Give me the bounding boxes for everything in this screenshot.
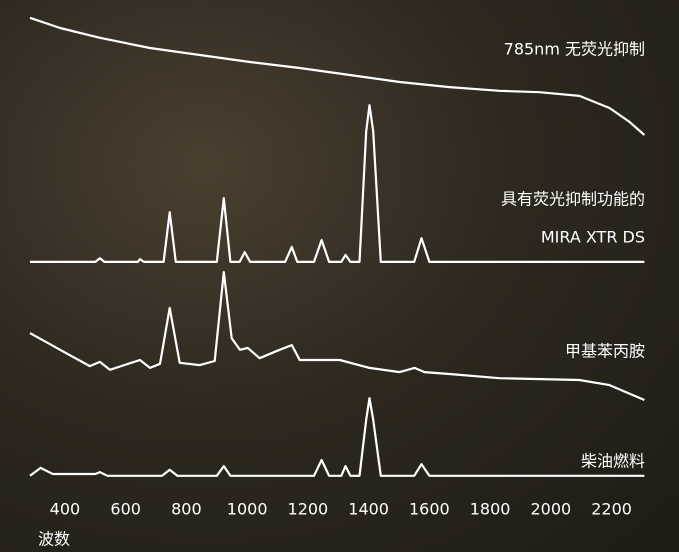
- series-label: 甲基苯丙胺: [565, 342, 645, 361]
- x-tick-label: 400: [50, 500, 81, 519]
- series-label: 785nm 无荧光抑制: [504, 40, 645, 59]
- x-tick-label: 600: [110, 500, 141, 519]
- x-tick-label: 2200: [591, 500, 632, 519]
- series-label: 柴油燃料: [581, 452, 645, 471]
- x-tick-label: 2000: [530, 500, 571, 519]
- x-tick-label: 1000: [227, 500, 268, 519]
- series-line: [29, 271, 645, 402]
- x-tick-label: 800: [171, 500, 202, 519]
- series-line: [29, 16, 646, 136]
- series-line: [29, 397, 645, 477]
- x-tick-label: 1400: [348, 500, 389, 519]
- x-tick-label: 1800: [470, 500, 511, 519]
- x-tick-label: 1200: [288, 500, 329, 519]
- series-line: [30, 104, 645, 263]
- series-label: 具有荧光抑制功能的: [501, 190, 645, 209]
- x-tick-label: 1600: [409, 500, 450, 519]
- series-label: MIRA XTR DS: [541, 228, 645, 247]
- x-axis-label: 波数: [38, 530, 70, 549]
